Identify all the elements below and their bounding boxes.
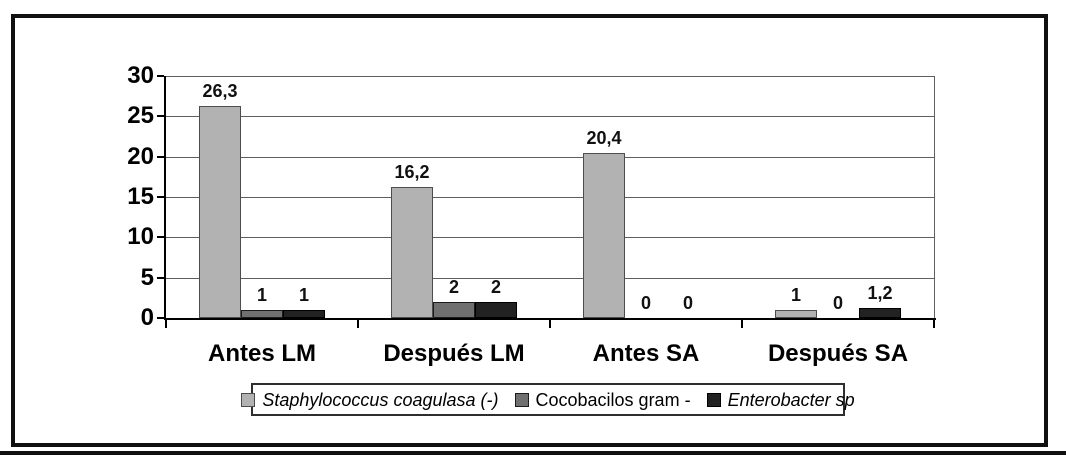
plot-right-border: [934, 76, 935, 319]
category-label: Después LM: [383, 340, 525, 367]
bar-value-label: 2: [490, 277, 501, 297]
y-tick: [157, 115, 164, 117]
bar: [433, 302, 475, 318]
legend-label: Staphylococcus coagulasa (-): [262, 389, 499, 410]
bar: [241, 310, 283, 318]
y-tick: [157, 75, 164, 77]
bar-value-label: 20,4: [586, 128, 622, 148]
legend-label: Enterobacter sp: [727, 389, 855, 410]
bar: [199, 106, 241, 318]
gridline: [166, 116, 934, 117]
y-tick: [157, 236, 164, 238]
category-label: Antes LM: [208, 340, 316, 367]
y-tick-label: 0: [140, 304, 154, 331]
bar: [775, 310, 817, 318]
x-tick: [165, 320, 167, 328]
category-label: Antes SA: [592, 340, 700, 367]
gridline: [166, 237, 934, 238]
legend-swatch-icon: [514, 392, 529, 407]
y-tick-label: 10: [127, 223, 154, 250]
y-tick: [157, 196, 164, 198]
y-tick-label: 5: [140, 264, 154, 291]
x-tick: [357, 320, 359, 328]
x-axis-line: [164, 318, 936, 320]
bar-value-label: 0: [832, 293, 843, 313]
x-tick: [933, 320, 935, 328]
bar-value-label: 16,2: [394, 162, 430, 182]
chart-legend: Staphylococcus coagulasa (-) Cocobacilos …: [241, 383, 855, 416]
gridline: [166, 157, 934, 158]
gridline: [166, 278, 934, 279]
y-tick-label: 15: [127, 183, 154, 210]
legend-item: Staphylococcus coagulasa (-): [241, 389, 499, 410]
y-axis-line: [164, 76, 166, 320]
bar-value-label: 0: [640, 293, 651, 313]
gridline: [166, 76, 934, 77]
bar-value-label: 1: [256, 285, 267, 305]
bar-value-label: 0: [682, 293, 693, 313]
bar: [583, 153, 625, 318]
bar-value-label: 2: [448, 277, 459, 297]
y-tick: [157, 277, 164, 279]
bar: [859, 308, 901, 318]
x-tick: [549, 320, 551, 328]
gridline: [166, 197, 934, 198]
legend-label: Cocobacilos gram -: [535, 389, 691, 410]
y-tick: [157, 156, 164, 158]
bar: [283, 310, 325, 318]
y-tick-label: 30: [127, 62, 154, 89]
figure-frame: [11, 14, 1048, 447]
y-tick-label: 25: [127, 102, 154, 129]
legend-item: Enterobacter sp: [706, 389, 855, 410]
bar: [391, 187, 433, 318]
legend-item: Cocobacilos gram -: [514, 389, 691, 410]
bar-value-label: 1: [790, 285, 801, 305]
legend-swatch-icon: [241, 392, 256, 407]
category-label: Después SA: [767, 340, 909, 367]
legend-swatch-icon: [706, 392, 721, 407]
bar-value-label: 1: [298, 285, 309, 305]
y-tick-label: 20: [127, 143, 154, 170]
y-tick: [157, 317, 164, 319]
bar: [475, 302, 517, 318]
bar-value-label: 1,2: [867, 283, 893, 303]
x-tick: [741, 320, 743, 328]
page-rule: [0, 451, 1066, 455]
bar-value-label: 26,3: [202, 81, 238, 101]
